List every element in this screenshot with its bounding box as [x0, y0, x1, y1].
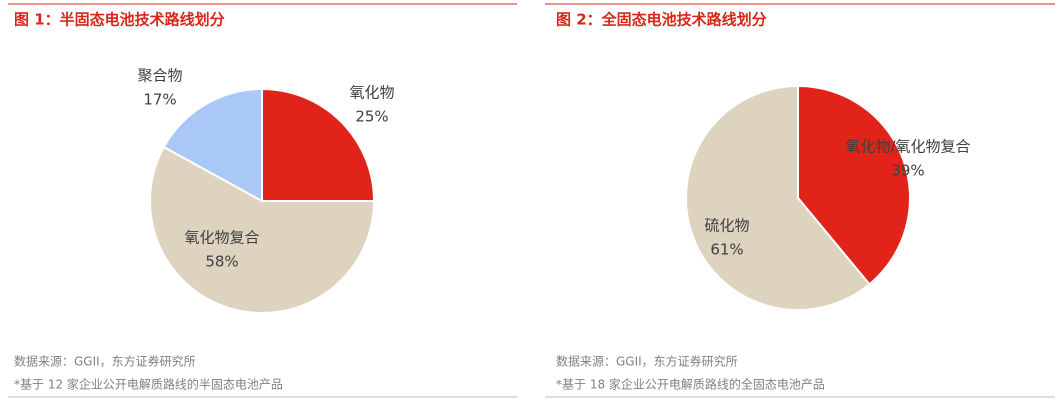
chart-title: 图 2：全固态电池技术路线划分 — [556, 11, 767, 29]
slice-value-label: 61% — [710, 241, 743, 259]
pie-slice — [685, 84, 871, 311]
slice-label: 硫化物 — [704, 217, 749, 235]
chart-title: 图 1：半固态电池技术路线划分 — [14, 11, 225, 29]
pie-slice — [162, 87, 263, 203]
slice-value-label: 39% — [891, 162, 924, 180]
slice-value-label: 17% — [143, 91, 176, 109]
note: 数据来源：GGII，东方证券研究所 — [14, 354, 196, 369]
pie-slice — [149, 145, 376, 314]
note: 数据来源：GGII，东方证券研究所 — [556, 354, 738, 369]
slice-label: 氧化物 — [349, 84, 394, 102]
pie-slice — [797, 84, 911, 286]
slice-value-label: 58% — [205, 253, 238, 271]
note: *基于 18 家企业公开电解质路线的全固态电池产品 — [556, 377, 825, 392]
pie-slice — [261, 87, 376, 202]
slice-label: 氧化物/氧化物复合 — [845, 138, 970, 156]
note: *基于 12 家企业公开电解质路线的半固态电池产品 — [14, 377, 283, 392]
slice-label: 聚合物 — [137, 67, 182, 85]
slice-label: 氧化物复合 — [184, 229, 259, 247]
slice-value-label: 25% — [355, 108, 388, 126]
